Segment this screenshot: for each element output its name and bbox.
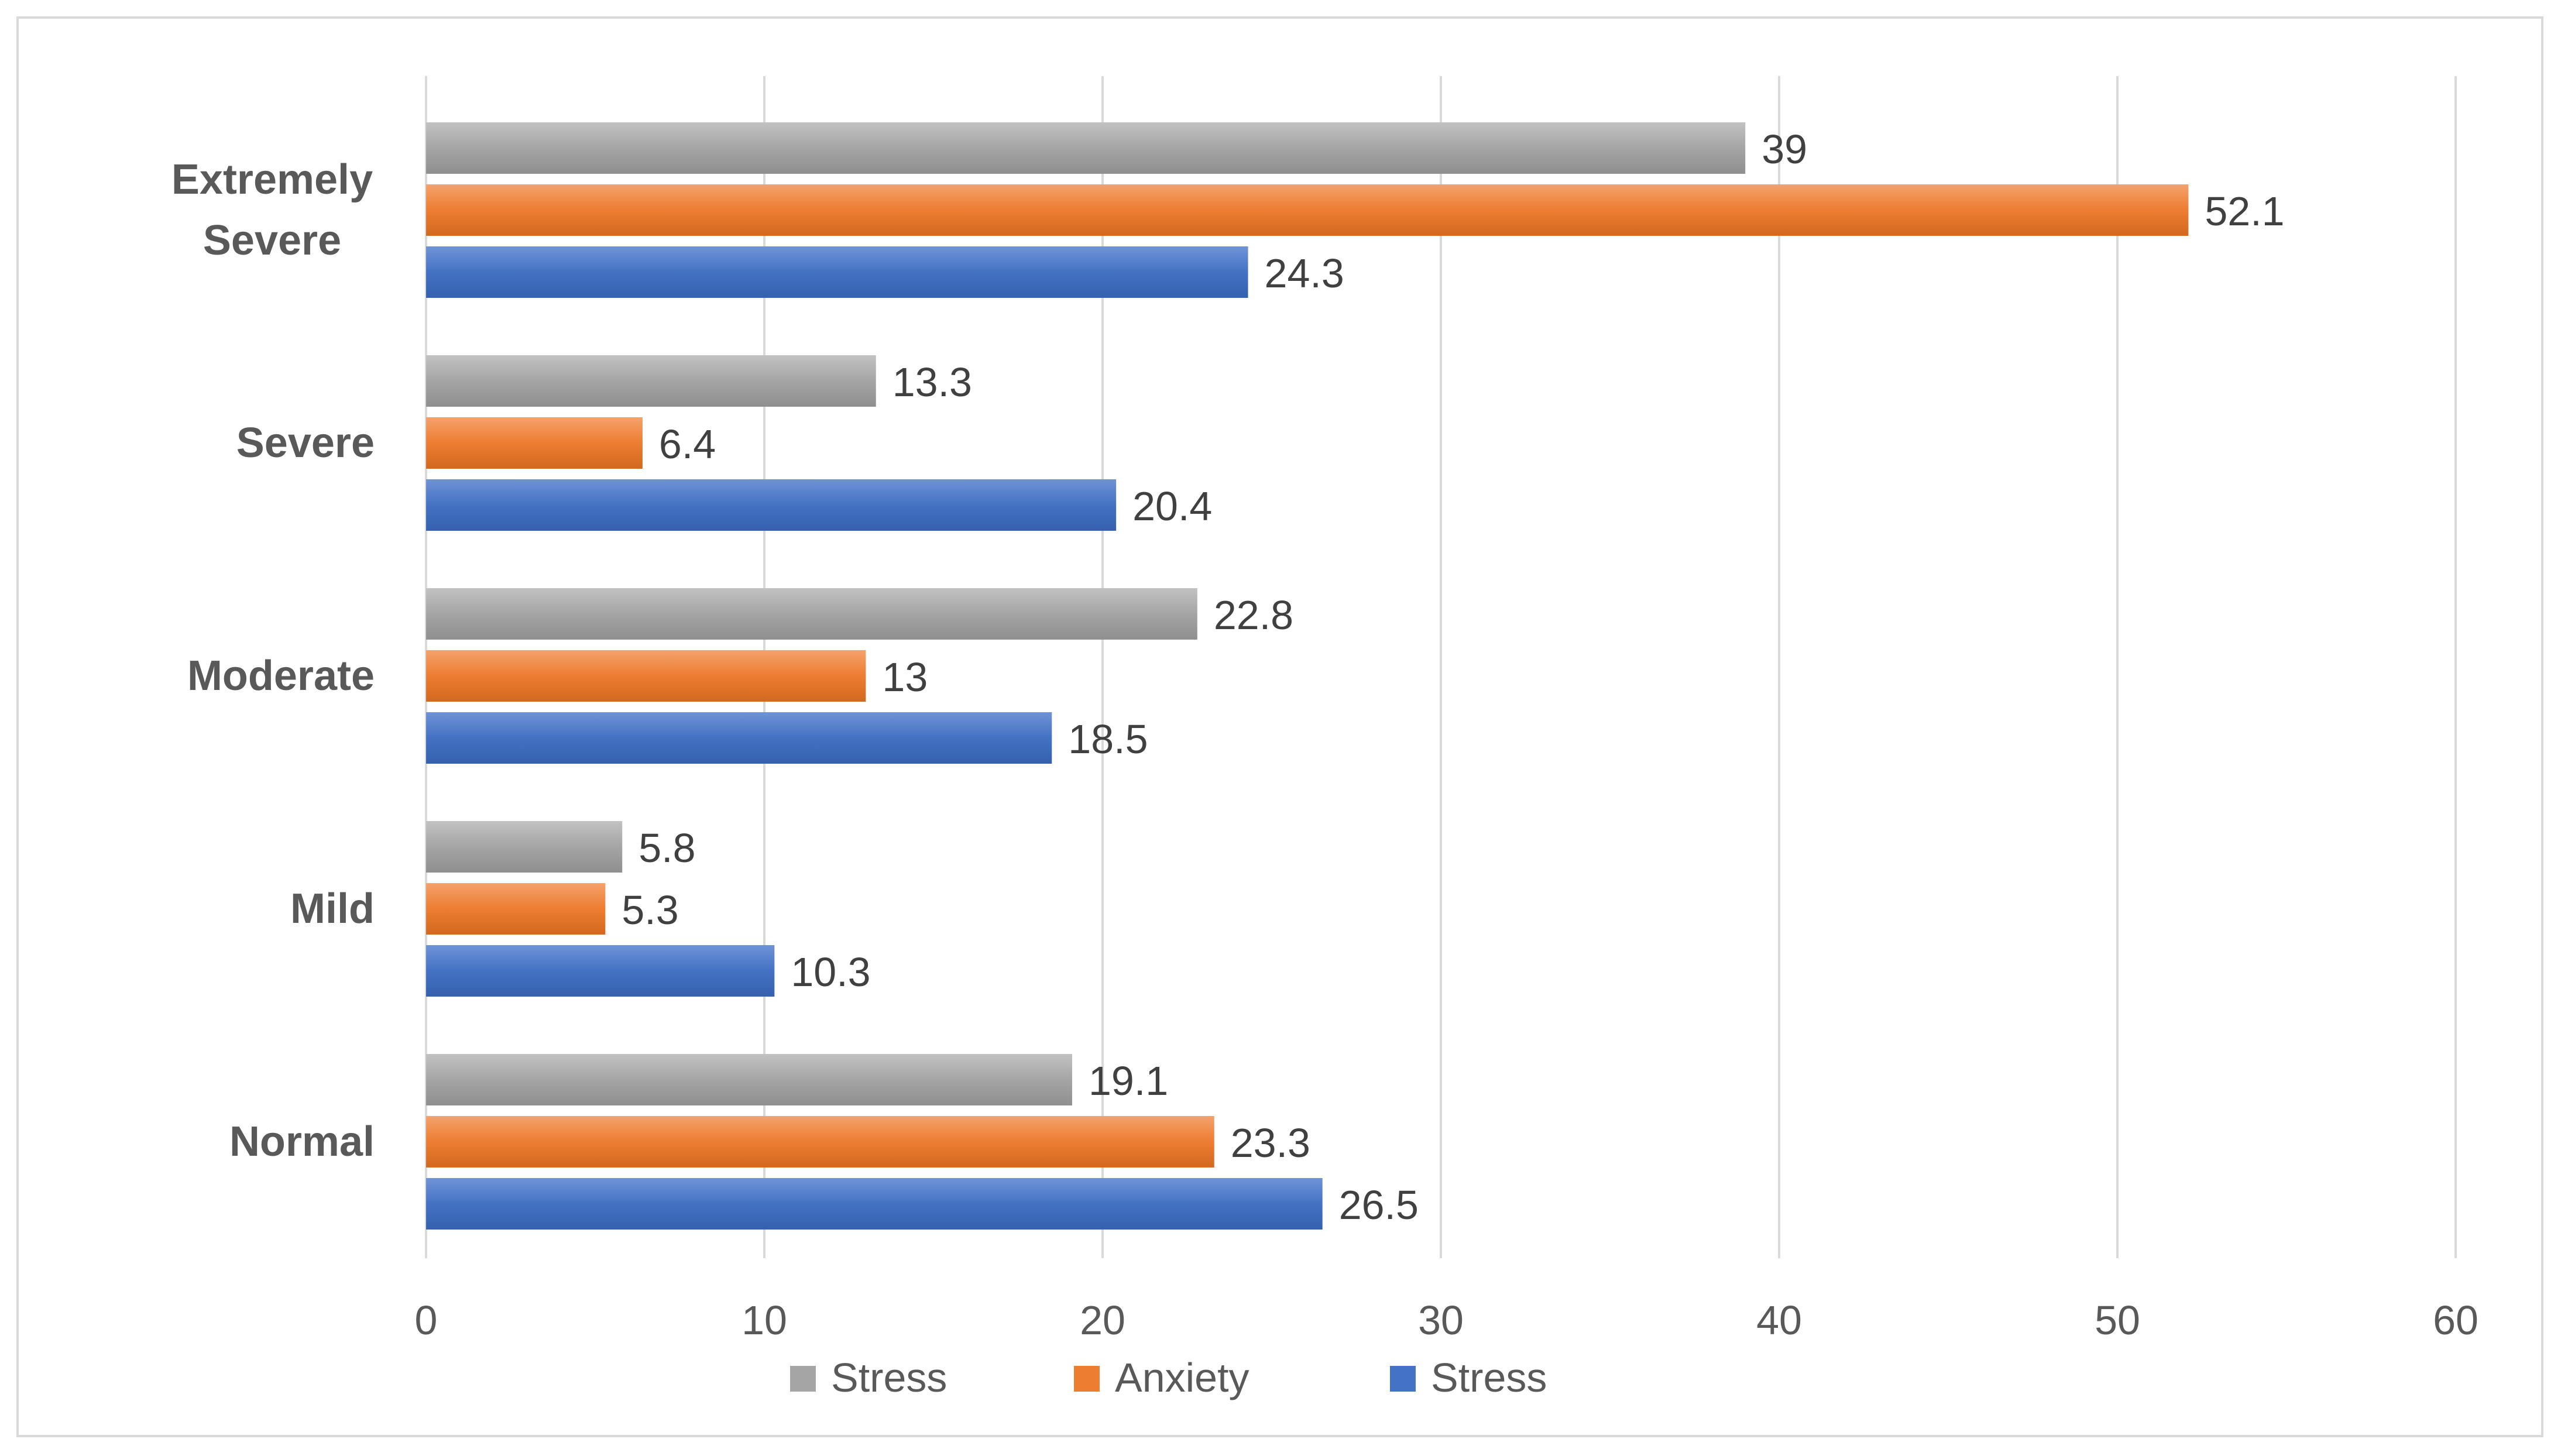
x-tick-label: 30 [1418,1297,1464,1343]
bar-anxiety-extremely-severe [426,184,2189,236]
category-label-extremely-severe: Extremely Severe [171,156,373,264]
legend-swatch-anxiety [1074,1366,1100,1392]
category-label-moderate: Moderate [187,653,375,699]
bar-stress-extremely-severe [426,246,1248,298]
data-label: 18.5 [1068,716,1148,762]
bar-stress-extremely-severe [426,122,1746,174]
bar-stress-severe [426,479,1117,531]
x-tick-label: 10 [741,1297,787,1343]
category-label-line: Extremely [171,156,373,203]
data-label: 39 [1762,126,1807,172]
data-label: 5.8 [638,825,695,871]
axes: 0 10 20 30 40 50 60 Extremely Severe Severe Modera… [171,156,2478,1343]
data-label: 5.3 [622,887,678,933]
bar-anxiety-normal [426,1116,1214,1167]
bars [426,122,2189,1230]
bar-anxiety-mild [426,883,606,935]
data-label: 22.8 [1214,592,1293,638]
x-tick-label: 60 [2433,1297,2478,1343]
bar-stress-moderate [426,588,1197,640]
data-label: 13 [882,654,928,700]
legend-label-anxiety: Anxiety [1115,1355,1249,1400]
data-label: 6.4 [659,421,716,467]
legend-label-stress: Stress [1431,1355,1547,1400]
data-label: 10.3 [791,949,870,995]
data-label: 23.3 [1231,1120,1310,1166]
bar-anxiety-moderate [426,650,866,702]
bar-stress-severe [426,355,876,407]
x-tick-label: 0 [415,1297,438,1343]
bar-stress-moderate [426,712,1052,764]
category-label-line: Severe [203,217,341,264]
legend: Stress Anxiety Stress [790,1355,1547,1400]
category-label-severe: Severe [236,420,375,466]
bar-stress-mild [426,821,623,873]
bar-anxiety-severe [426,417,643,469]
legend-swatch-stress [1390,1366,1416,1392]
data-labels: 39 52.1 24.3 13.3 6.4 20.4 22.8 13 18.5 5.8 5.3 10.… [622,126,2284,1228]
bar-stress-mild [426,945,775,997]
x-tick-label: 40 [1756,1297,1802,1343]
data-label: 20.4 [1132,483,1212,529]
data-label: 26.5 [1339,1182,1419,1228]
x-tick-label: 20 [1080,1297,1125,1343]
legend-swatch-stress [790,1366,816,1392]
legend-label-stress: Stress [831,1355,947,1400]
bar-stress-normal [426,1178,1323,1230]
category-label-mild: Mild [290,885,375,932]
bar-stress-normal [426,1054,1072,1105]
data-label: 13.3 [892,359,972,405]
data-label: 52.1 [2205,188,2284,234]
data-label: 19.1 [1089,1058,1168,1104]
data-label: 24.3 [1265,250,1344,296]
x-tick-label: 50 [2095,1297,2140,1343]
category-label-normal: Normal [229,1118,375,1165]
